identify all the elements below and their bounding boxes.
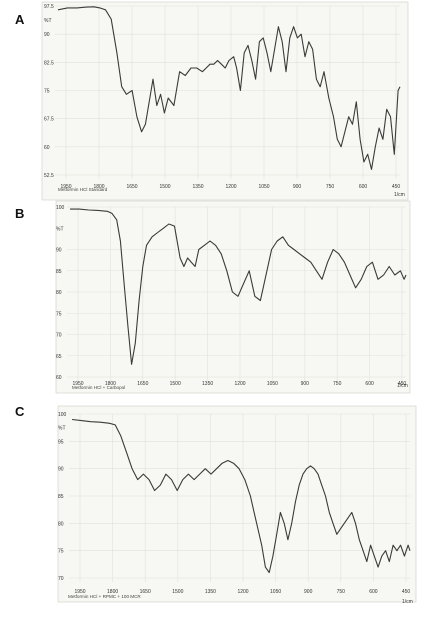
x-tick-label: 1050	[270, 589, 281, 595]
x-axis-ticks: 1950 1800 1650 1500 1350 1200 1050 900 750 600 450	[74, 589, 410, 595]
y-tick-label: 60	[44, 145, 50, 151]
y-axis-ticks: 97.5 %T 90 82.5 75 67.5 60 52.5	[44, 4, 54, 179]
panel-label-a: A	[15, 12, 25, 27]
x-tick-label: 1500	[159, 184, 170, 190]
y-unit-label: %T	[56, 226, 64, 232]
x-tick-label: 1800	[93, 184, 104, 190]
y-tick-label: 67.5	[44, 117, 54, 123]
x-tick-label: 1950	[74, 589, 85, 595]
y-tick-label: 75	[58, 549, 64, 555]
x-tick-label: 1350	[205, 589, 216, 595]
y-tick-label: 70	[56, 333, 62, 339]
x-tick-label: 600	[359, 184, 368, 190]
spectrum-chart-c: 100 %T 95 90 85 80 75 70 1950 1800 1650 1500 1350 12…	[57, 405, 417, 605]
x-unit-label: 1/cm	[402, 599, 413, 605]
x-tick-label: 1500	[172, 589, 183, 595]
x-tick-label: 450	[392, 184, 401, 190]
y-tick-label: 60	[56, 375, 62, 381]
x-tick-label: 1350	[202, 381, 213, 387]
x-tick-label: 1050	[258, 184, 269, 190]
y-tick-label: 65	[56, 354, 62, 360]
chart-caption: Metformin HCl Standard	[58, 187, 108, 192]
y-tick-label: 90	[58, 467, 64, 473]
y-tick-label: 100	[58, 412, 67, 418]
x-tick-label: 900	[293, 184, 302, 190]
chart-caption: Metformin HCl + RPMC + 100 MCR	[68, 594, 141, 599]
x-tick-label: 1800	[107, 589, 118, 595]
x-tick-label: 1200	[237, 589, 248, 595]
y-tick-label: 75	[56, 311, 62, 317]
spectrum-line	[57, 6, 401, 170]
y-tick-label: 90	[44, 32, 50, 38]
y-axis-ticks: 100 %T 95 90 85 80 75 70	[58, 412, 67, 582]
x-tick-label: 1650	[137, 381, 148, 387]
x-tick-label: 1500	[170, 381, 181, 387]
x-tick-label: 1050	[267, 381, 278, 387]
spectrum-line	[71, 418, 411, 574]
x-tick-label: 900	[304, 589, 313, 595]
y-axis-ticks: 100 %T 90 85 80 75 70 65 60	[56, 205, 65, 381]
y-tick-label: 80	[58, 521, 64, 527]
x-tick-label: 1800	[105, 381, 116, 387]
y-tick-label: 95	[58, 439, 64, 445]
chart-caption: Metformin HCl + Carbopol	[72, 385, 125, 390]
grid	[67, 206, 406, 381]
x-tick-label: 900	[301, 381, 310, 387]
x-tick-label: 600	[369, 589, 378, 595]
chart-paper	[41, 1, 409, 201]
x-tick-label: 1950	[60, 184, 71, 190]
grid	[69, 413, 410, 582]
y-tick-label: 52.5	[44, 173, 54, 179]
x-unit-label: 1/cm	[394, 192, 405, 198]
x-tick-label: 750	[337, 589, 346, 595]
chart-paper	[55, 200, 411, 394]
x-axis-ticks: 1950 1800 1650 1500 1350 1200 1050 900 750 600 450	[60, 184, 400, 190]
x-tick-label: 750	[333, 381, 342, 387]
y-tick-label: 75	[44, 89, 50, 95]
x-tick-label: 450	[398, 381, 407, 387]
y-tick-label: 90	[56, 248, 62, 254]
x-tick-label: 1650	[140, 589, 151, 595]
x-unit-label: 1/cm	[397, 383, 408, 389]
y-tick-label: 70	[58, 576, 64, 582]
spectrum-line	[70, 208, 407, 365]
x-tick-label: 1200	[225, 184, 236, 190]
x-tick-label: 600	[365, 381, 374, 387]
y-unit-label: %T	[44, 18, 52, 24]
x-tick-label: 1950	[72, 381, 83, 387]
x-tick-label: 450	[402, 589, 411, 595]
x-tick-label: 1350	[192, 184, 203, 190]
chart-paper	[57, 405, 417, 603]
panel-label-b: B	[15, 206, 25, 221]
y-tick-label: 85	[58, 494, 64, 500]
y-tick-label: 97.5	[44, 4, 54, 10]
x-tick-label: 1200	[234, 381, 245, 387]
x-tick-label: 750	[326, 184, 335, 190]
y-tick-label: 85	[56, 269, 62, 275]
x-axis-ticks: 1950 1800 1650 1500 1350 1200 1050 900 750 600 450	[72, 381, 406, 387]
y-tick-label: 82.5	[44, 60, 54, 66]
y-tick-label: 80	[56, 290, 62, 296]
y-unit-label: %T	[58, 426, 66, 432]
x-tick-label: 1650	[126, 184, 137, 190]
panel-label-c: C	[15, 404, 25, 419]
y-tick-label: 100	[56, 205, 65, 211]
spectrum-chart-b: 100 %T 90 85 80 75 70 65 60 1950 1800 1650 1500 1350…	[55, 200, 411, 394]
spectrum-chart-a: 97.5 %T 90 82.5 75 67.5 60 52.5 1950 1800 1650 150…	[41, 1, 409, 201]
